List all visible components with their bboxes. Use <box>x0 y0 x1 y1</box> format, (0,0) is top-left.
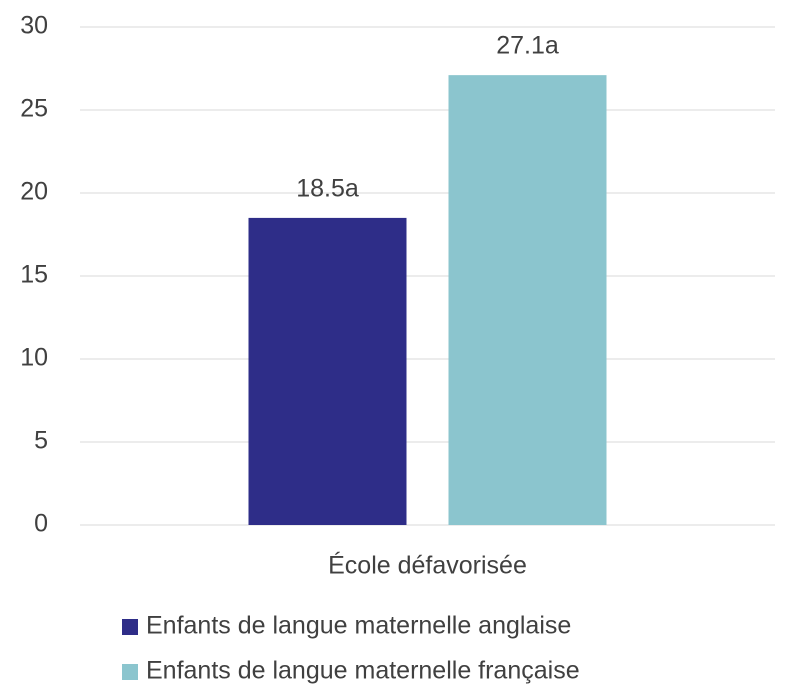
legend-label: Enfants de langue maternelle française <box>146 657 580 685</box>
y-tick-label: 20 <box>20 178 48 206</box>
bar <box>248 217 407 525</box>
y-tick-label: 15 <box>20 261 48 289</box>
y-tick-label: 25 <box>20 95 48 123</box>
data-label: 27.1a <box>496 32 559 60</box>
legend-label: Enfants de langue maternelle anglaise <box>146 612 571 640</box>
y-tick-label: 5 <box>34 427 48 455</box>
legend-swatch <box>122 664 138 680</box>
y-tick-label: 0 <box>34 510 48 538</box>
bar <box>448 75 607 525</box>
y-tick-label: 30 <box>20 12 48 40</box>
legend-swatch <box>122 619 138 635</box>
y-tick-label: 10 <box>20 344 48 372</box>
x-tick-label: École défavorisée <box>328 551 527 580</box>
data-label: 18.5a <box>296 175 359 203</box>
